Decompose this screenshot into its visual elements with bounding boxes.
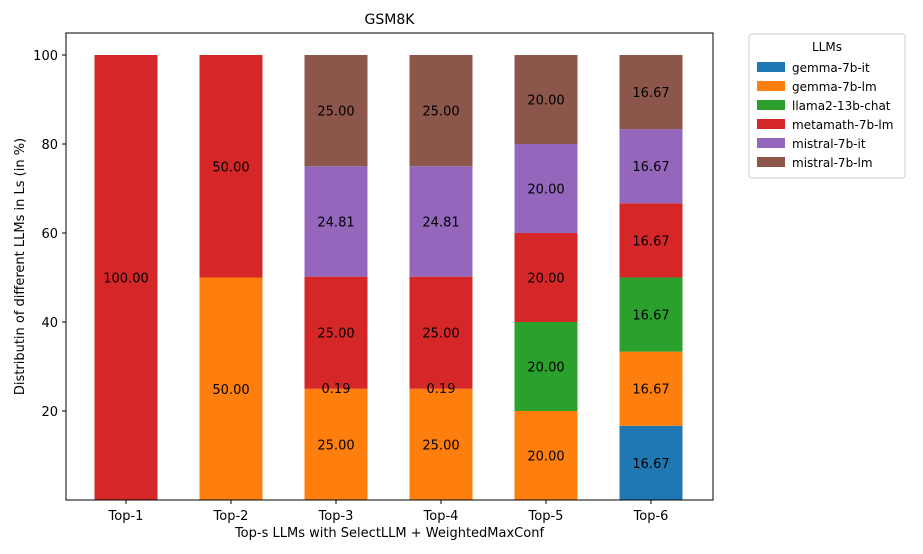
- data-label-metamath-7b-lm-top-2: 50.00: [212, 160, 249, 175]
- bar-gemma-7b-lm-top-4: [409, 388, 473, 500]
- chart-title: GSM8K: [365, 12, 416, 28]
- annotation-top-3: 0.19: [322, 382, 351, 397]
- bar-mistral-7b-lm-top-4: [409, 55, 473, 167]
- x-axis: Top-1 Top-2 Top-3 Top-4 Top-5 Top-6: [108, 500, 669, 524]
- data-label-mistral-7b-lm-top-3: 25.00: [317, 105, 354, 120]
- data-label-mistral-7b-it-top-6: 16.67: [632, 160, 669, 175]
- data-label-gemma-7b-lm-top-6: 16.67: [632, 383, 669, 398]
- bar-metamath-7b-lm-top-4: [409, 276, 473, 389]
- bar-llama2-13b-chat-top-6: [619, 277, 683, 352]
- bar-mistral-7b-lm-top-5: [514, 55, 578, 144]
- y-tick-label: 60: [41, 227, 58, 242]
- bar-metamath-7b-lm-top-6: [619, 203, 683, 278]
- bar-mistral-7b-lm-top-3: [304, 55, 368, 167]
- legend-label-gemma-7b-lm: gemma-7b-lm: [792, 80, 877, 94]
- legend-swatch-gemma-7b-it: [757, 62, 785, 72]
- data-label-mistral-7b-it-top-4: 24.81: [422, 215, 459, 230]
- bar-gemma-7b-it-top-6: [619, 425, 683, 500]
- bar-mistral-7b-it-top-6: [619, 129, 683, 204]
- data-label-gemma-7b-lm-top-2: 50.00: [212, 383, 249, 398]
- data-label-mistral-7b-it-top-3: 24.81: [317, 215, 354, 230]
- legend-swatch-gemma-7b-lm: [757, 81, 785, 91]
- data-label-metamath-7b-lm-top-6: 16.67: [632, 234, 669, 249]
- data-label-llama2-13b-chat-top-6: 16.67: [632, 309, 669, 324]
- bar-mistral-7b-lm-top-6: [619, 55, 683, 130]
- data-label-metamath-7b-lm-top-4: 25.00: [422, 327, 459, 342]
- x-tick-label: Top-2: [213, 509, 249, 524]
- data-label-gemma-7b-it-top-6: 16.67: [632, 457, 669, 472]
- bar-llama2-13b-chat-top-5: [514, 322, 578, 411]
- legend: LLMs gemma-7b-it gemma-7b-lm llama2-13b-cha…: [748, 33, 906, 179]
- x-tick-label: Top-6: [633, 509, 669, 524]
- data-label-mistral-7b-lm-top-5: 20.00: [527, 94, 564, 109]
- bar-labels-layer: 100.00 50.00 50.00 25.00 25.00 24.81 25.00 25.0…: [103, 86, 669, 472]
- data-label-gemma-7b-lm-top-5: 20.00: [527, 450, 564, 465]
- y-tick-label: 40: [41, 316, 58, 331]
- bar-gemma-7b-lm-top-6: [619, 351, 683, 426]
- legend-title: LLMs: [812, 40, 842, 54]
- annotation-top-4: 0.19: [427, 382, 456, 397]
- legend-box: [748, 33, 906, 179]
- data-label-llama2-13b-chat-top-5: 20.00: [527, 361, 564, 376]
- bar-gemma-7b-lm-top-2: [199, 277, 263, 500]
- legend-label-metamath-7b-lm: metamath-7b-lm: [792, 118, 893, 132]
- data-label-mistral-7b-it-top-5: 20.00: [527, 183, 564, 198]
- y-axis: 20 40 60 80 100: [33, 49, 66, 420]
- bar-mistral-7b-it-top-5: [514, 144, 578, 233]
- bar-mistral-7b-it-top-3: [304, 166, 368, 277]
- x-tick-label: Top-5: [528, 509, 564, 524]
- data-label-metamath-7b-lm-top-5: 20.00: [527, 272, 564, 287]
- legend-label-mistral-7b-it: mistral-7b-it: [792, 137, 866, 151]
- bar-metamath-7b-lm-top-1: [94, 55, 158, 500]
- x-tick-label: Top-3: [318, 509, 354, 524]
- x-tick-label: Top-1: [108, 509, 144, 524]
- legend-swatch-llama2-13b-chat: [757, 100, 785, 110]
- plot-frame: [65, 32, 714, 501]
- y-tick-label: 100: [33, 49, 58, 64]
- data-label-gemma-7b-lm-top-4: 25.00: [422, 438, 459, 453]
- legend-swatch-mistral-7b-lm: [757, 157, 785, 167]
- legend-label-gemma-7b-it: gemma-7b-it: [792, 61, 870, 75]
- bar-metamath-7b-lm-top-5: [514, 233, 578, 322]
- x-axis-label: Top-s LLMs with SelectLLM + WeightedMaxC…: [234, 526, 545, 541]
- bar-gemma-7b-lm-top-5: [514, 411, 578, 500]
- legend-swatch-metamath-7b-lm: [757, 119, 785, 129]
- y-tick-label: 80: [41, 138, 58, 153]
- data-label-gemma-7b-lm-top-3: 25.00: [317, 438, 354, 453]
- data-label-metamath-7b-lm-top-3: 25.00: [317, 327, 354, 342]
- bar-mistral-7b-it-top-4: [409, 166, 473, 277]
- legend-label-llama2-13b-chat: llama2-13b-chat: [792, 99, 891, 113]
- data-label-metamath-7b-lm-top-1: 100.00: [103, 272, 149, 287]
- legend-swatch-mistral-7b-it: [757, 138, 785, 148]
- x-tick-label: Top-4: [423, 509, 459, 524]
- bar-gemma-7b-lm-top-3: [304, 388, 368, 500]
- y-axis-label: Distributin of different LLMs in Ls (in …: [13, 138, 28, 395]
- y-tick-label: 20: [41, 405, 58, 420]
- data-label-mistral-7b-lm-top-4: 25.00: [422, 105, 459, 120]
- bar-metamath-7b-lm-top-2: [199, 55, 263, 278]
- data-label-mistral-7b-lm-top-6: 16.67: [632, 86, 669, 101]
- legend-label-mistral-7b-lm: mistral-7b-lm: [792, 156, 873, 170]
- bars-layer: [94, 55, 683, 500]
- bar-metamath-7b-lm-top-3: [304, 276, 368, 389]
